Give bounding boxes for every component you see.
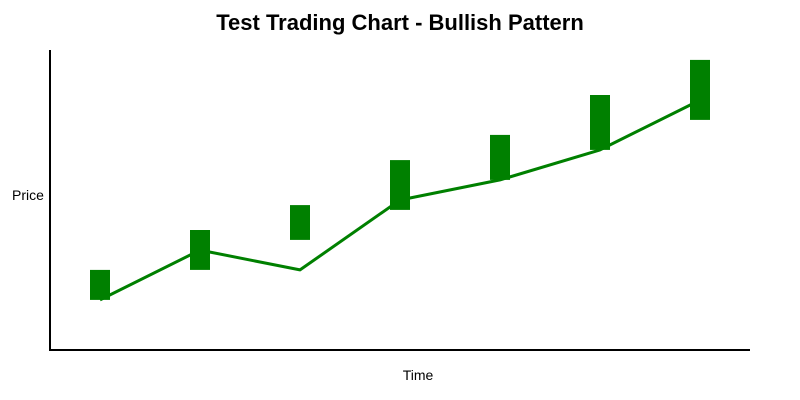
chart-title: Test Trading Chart - Bullish Pattern [216,10,584,35]
price-line [99,98,701,302]
y-axis-label: Price [12,187,44,203]
price-line-group [99,98,701,302]
candles-group [90,59,710,300]
candle-6 [590,95,610,150]
candle-3 [290,205,310,240]
x-axis-label: Time [403,367,434,383]
candle-5 [490,134,510,180]
candle-1 [90,269,110,300]
candle-4 [390,160,410,210]
candle-7 [690,59,710,120]
